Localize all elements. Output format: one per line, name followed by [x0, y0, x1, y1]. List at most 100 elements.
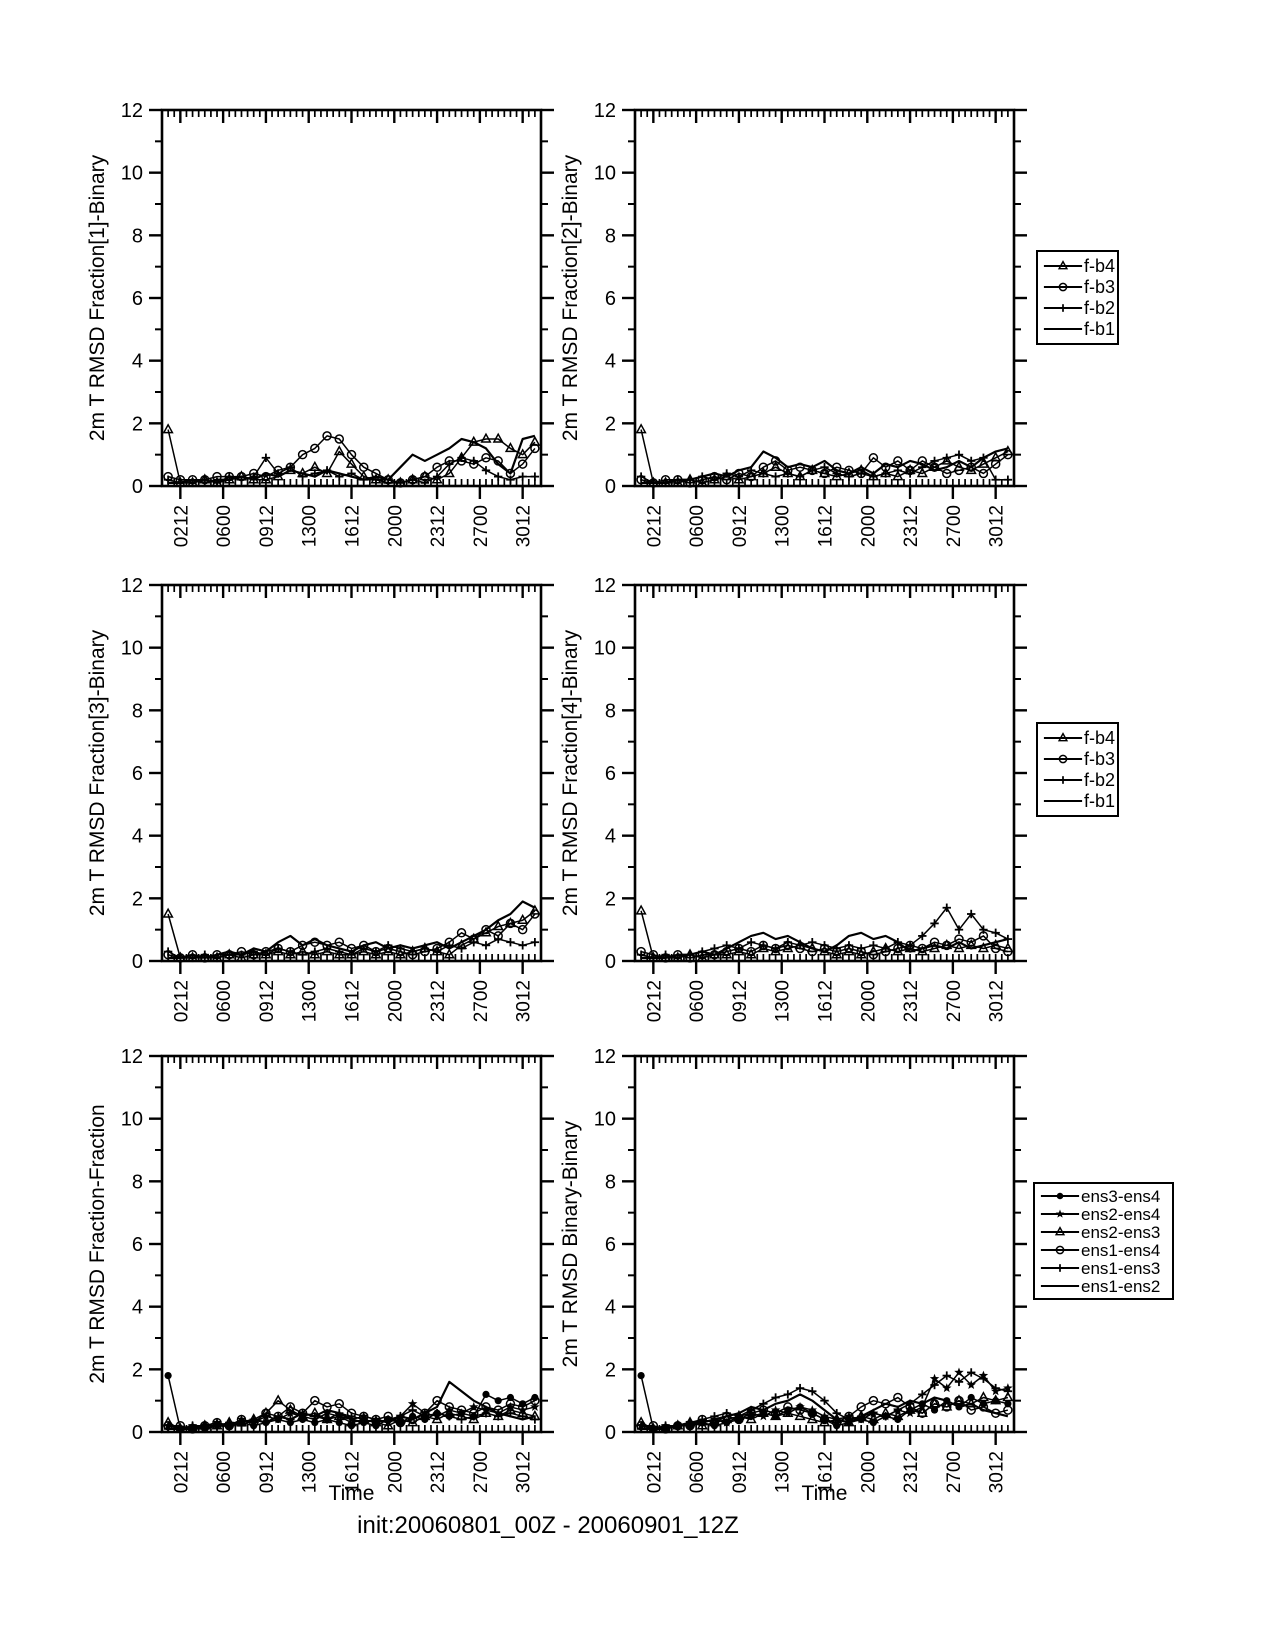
series-marker	[917, 1401, 928, 1411]
axis-frame	[633, 108, 1016, 488]
y-tick-label: 12	[121, 100, 143, 122]
legend-item-label: f-b2	[1084, 298, 1116, 319]
series-marker	[696, 1419, 708, 1430]
legend-item-f-b3: f-b3	[1042, 750, 1115, 768]
series-marker	[745, 1413, 757, 1424]
series-marker	[990, 1394, 1002, 1405]
legend-item-f-b2: f-b2	[1042, 298, 1116, 319]
series-marker	[310, 443, 320, 454]
legend-item-label: f-b4	[1084, 255, 1116, 276]
series-marker	[370, 948, 382, 959]
panel-fraction-fraction-chart: 0 2 4 6 8 10 12 0212 0600 0912 1300 1612 2000 2312 270…	[121, 1046, 554, 1493]
series-marker	[942, 1402, 952, 1412]
legend-item-f-b1: f-b1	[1042, 792, 1115, 810]
series-marker	[806, 1413, 818, 1424]
series-marker	[297, 940, 308, 951]
series-marker	[831, 948, 843, 959]
panel-fraction3-binary-chart: 0 2 4 6 8 10 12 0212 0600 0912 1300 1612 2000 2312 270…	[121, 575, 554, 1022]
legend-item-label: ens2-ens4	[1081, 1204, 1161, 1224]
y-tick-label: 2	[132, 888, 143, 910]
series-marker	[469, 1401, 479, 1411]
y-tick-label: 4	[132, 1297, 143, 1319]
x-tick-label: 2700	[471, 1451, 492, 1493]
series-marker	[517, 924, 528, 935]
x-tick-label: 2700	[471, 505, 492, 547]
legend-item-ens2-ens4: ens2-ens4	[1039, 1205, 1168, 1223]
x-tick-label: 0212	[644, 1451, 665, 1493]
series-marker	[481, 924, 491, 935]
y-axis-title-fraction1-binary: 2m T RMSD Fraction[1]-Binary	[86, 154, 109, 442]
series-line-ens1-ens2	[641, 1393, 1009, 1430]
series-marker	[941, 454, 953, 465]
y-tick-label: 4	[132, 826, 143, 848]
series-marker	[346, 449, 357, 460]
x-tick-label: 3012	[514, 1451, 535, 1493]
series-marker	[394, 948, 406, 959]
series-marker	[1057, 259, 1069, 270]
x-tick-label: 0600	[214, 505, 235, 547]
y-tick-label: 10	[594, 638, 616, 660]
series-marker	[770, 1409, 782, 1421]
x-tick-label: 2700	[944, 1451, 965, 1493]
series-marker	[928, 942, 941, 953]
panel-fraction4-binary-chart: 0 2 4 6 8 10 12 0212 0600 0912 1300 1612 2000 2312 270…	[594, 575, 1027, 1022]
series-marker	[966, 937, 976, 947]
x-tick-label: 0912	[257, 505, 278, 547]
y-tick-label: 10	[121, 638, 143, 660]
series-marker	[334, 1399, 345, 1409]
series-marker	[530, 443, 540, 454]
series-marker	[831, 470, 843, 481]
series-marker	[930, 1406, 939, 1414]
x-tick-label: 3012	[514, 505, 535, 547]
y-tick-label: 12	[594, 1046, 616, 1068]
y-axis-title-fraction2-binary: 2m T RMSD Fraction[2]-Binary	[559, 154, 582, 442]
series-marker	[517, 448, 529, 459]
x-tick-label: 2312	[901, 1451, 922, 1493]
y-tick-label: 0	[605, 476, 616, 498]
panel-binary-binary-chart: 0 2 4 6 8 10 12 0212 0600 0912 1300 1612 2000 2312 270…	[594, 1046, 1027, 1493]
x-tick-label: 1300	[300, 1451, 321, 1493]
x-tick-label: 0912	[730, 505, 751, 547]
series-marker	[322, 431, 332, 441]
series-marker	[333, 445, 345, 456]
x-axis-title-left: Time	[328, 1482, 375, 1505]
series-marker	[966, 1380, 976, 1390]
legend-ens-bottom: ens3-ens4 ens2-ens4 ens2-ens3 ens1-ens4 ens1…	[1033, 1182, 1174, 1300]
series-marker	[310, 1395, 320, 1406]
series-marker	[916, 467, 928, 478]
series-marker	[833, 1422, 841, 1430]
series-marker	[819, 1414, 830, 1425]
y-tick-label: 0	[605, 951, 616, 973]
legend-item-label: f-b1	[1084, 319, 1116, 340]
y-tick-label: 2	[132, 1359, 143, 1381]
y-axis-title-fraction4-binary: 2m T RMSD Fraction[4]-Binary	[559, 629, 582, 917]
series-line-f-b1	[168, 900, 536, 959]
legend-marker-circle-open-icon	[1043, 754, 1083, 764]
x-tick-label: 0212	[644, 980, 665, 1022]
series-marker	[672, 476, 684, 487]
x-tick-label: 0600	[214, 980, 235, 1022]
x-tick-label: 2000	[858, 980, 879, 1022]
y-tick-label: 12	[594, 100, 616, 122]
y-tick-label: 8	[132, 1171, 143, 1193]
axis-frame	[160, 1054, 543, 1434]
x-tick-label: 1300	[773, 1451, 794, 1493]
series-marker	[504, 917, 517, 928]
legend-item-ens1-ens3: ens1-ens3	[1039, 1259, 1168, 1277]
series-marker	[954, 465, 964, 476]
series-marker	[494, 1397, 502, 1405]
series-marker	[770, 945, 782, 956]
y-tick-label: 12	[594, 575, 616, 597]
series-marker	[431, 473, 443, 484]
series-marker	[978, 468, 989, 479]
x-tick-label: 3012	[514, 980, 535, 1022]
series-marker	[868, 453, 879, 463]
series-marker	[335, 1419, 343, 1427]
series-marker	[843, 945, 855, 956]
series-line-ens1-ens2	[168, 1380, 536, 1430]
series-marker	[1003, 449, 1013, 460]
series-marker	[794, 1409, 806, 1421]
x-tick-label: 2000	[858, 1451, 879, 1493]
x-tick-label: 2000	[858, 505, 879, 547]
y-tick-label: 4	[605, 1297, 616, 1319]
